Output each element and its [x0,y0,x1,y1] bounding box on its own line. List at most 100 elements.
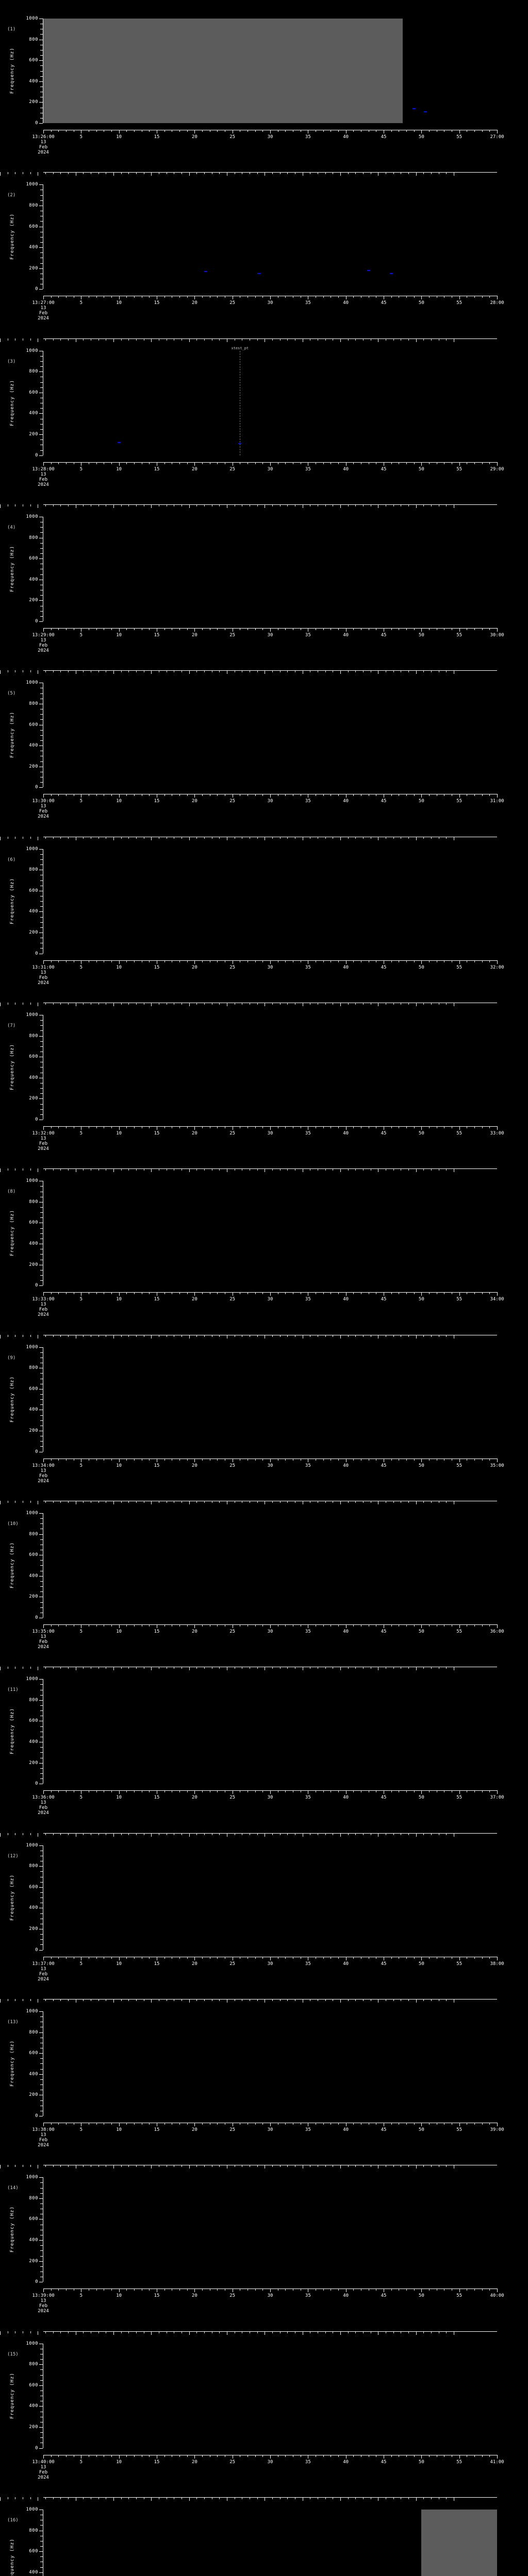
y-axis-tick[interactable] [40,1694,43,1696]
y-axis-tick-label[interactable]: 400 [29,2569,38,2575]
y-axis-tick[interactable] [40,1280,43,1281]
y-axis-tick[interactable] [40,1892,43,1893]
x-axis-tick[interactable] [353,2122,354,2125]
x-axis-tick[interactable] [202,960,203,962]
y-axis-tick[interactable] [40,2375,43,2376]
y-axis-tick-label[interactable]: 1000 [26,16,38,21]
x-axis-date-line[interactable]: 13 [40,1302,46,1308]
y-axis-tick[interactable] [40,2432,43,2433]
y-axis-tick[interactable] [40,1399,43,1400]
x-axis-tick[interactable] [43,628,44,632]
x-axis-tick-label[interactable]: 5 [79,300,83,306]
y-axis-tick[interactable] [40,917,43,918]
x-axis-tick[interactable] [187,1292,188,1295]
x-axis-tick[interactable] [353,130,354,132]
panel[interactable]: (4) Frequency (Hz) 0 200 400 600 800 1000 13:29:… [0,498,528,664]
y-axis-tick[interactable] [40,1882,43,1883]
x-axis-tick-label[interactable]: 50 [418,134,424,140]
x-axis-tick-label[interactable]: 5 [79,1961,83,1967]
top-axis-tick[interactable] [30,338,31,341]
x-axis-date-line[interactable]: Feb [39,477,48,482]
top-axis-tick[interactable] [287,172,288,175]
y-axis-tick[interactable] [39,2261,43,2262]
top-axis-tick[interactable] [196,1168,197,1171]
top-axis-tick[interactable] [151,338,152,342]
top-axis-tick[interactable] [348,1334,349,1337]
top-axis-tick[interactable] [355,1500,356,1503]
x-axis-tick[interactable] [270,2122,271,2126]
top-axis-tick[interactable] [45,1168,46,1171]
x-axis-tick-label[interactable]: 45 [381,2293,387,2299]
top-axis-tick[interactable] [325,1998,326,2001]
y-axis-tick[interactable] [40,2250,43,2251]
x-axis-tick-label[interactable]: 20 [191,1795,197,1801]
x-axis-tick[interactable] [119,1956,120,1960]
top-axis-tick[interactable] [272,836,273,839]
y-axis-tick[interactable] [39,123,43,124]
top-axis-tick[interactable] [98,1168,99,1171]
x-axis-tick[interactable] [421,2122,422,2126]
x-axis-tick[interactable] [149,960,150,962]
y-axis-tick[interactable] [40,2437,43,2438]
top-axis-tick[interactable] [53,504,54,506]
top-axis-tick[interactable] [45,670,46,673]
x-axis-tick[interactable] [285,2289,286,2291]
x-axis-tick[interactable] [111,1624,112,1626]
y-axis-tick[interactable] [39,1950,43,1951]
top-axis-tick[interactable] [348,1833,349,1835]
y-axis-tick[interactable] [40,2380,43,2381]
top-axis-tick[interactable] [431,670,432,673]
y-axis-tick[interactable] [40,927,43,928]
x-axis-tick[interactable] [353,628,354,630]
vertical-marker-label[interactable]: xtest_pt [231,346,249,350]
x-axis-tick[interactable] [217,2122,218,2125]
x-axis-date-line[interactable]: 2024 [38,2309,49,2314]
x-axis-tick-label[interactable]: 5 [79,799,83,804]
top-axis-tick[interactable] [68,1168,69,1171]
x-axis-tick[interactable] [323,130,324,132]
top-axis-tick[interactable] [287,1833,288,1835]
x-axis-date-line[interactable]: 2024 [38,1478,49,1484]
x-axis-tick[interactable] [489,628,490,630]
x-axis-tick[interactable] [111,462,112,464]
y-axis-tick[interactable] [40,1581,43,1582]
x-axis-tick[interactable] [119,794,120,798]
x-axis-tick[interactable] [497,1956,498,1960]
x-axis-tick[interactable] [149,1790,150,1793]
top-axis-tick[interactable] [431,1833,432,1835]
top-axis-tick[interactable] [363,504,364,506]
x-axis-start-label[interactable]: 13:31:00 [32,964,55,970]
x-axis-end-label[interactable]: 37:00 [490,1795,504,1801]
x-axis-tick[interactable] [489,2454,490,2457]
x-axis-tick-label[interactable]: 55 [456,134,463,140]
x-axis-tick[interactable] [187,1458,188,1461]
y-axis-tick[interactable] [40,1254,43,1255]
top-axis-tick[interactable] [189,670,190,674]
x-axis-tick[interactable] [270,1292,271,1296]
x-axis-tick-label[interactable]: 45 [381,632,387,638]
top-axis-tick[interactable] [0,2331,1,2335]
top-axis-tick[interactable] [355,2331,356,2333]
x-axis-end-label[interactable]: 38:00 [490,1961,504,1967]
x-axis-tick-label[interactable]: 10 [116,1297,122,1302]
top-axis-tick[interactable] [68,1833,69,1835]
y-axis-tick[interactable] [40,429,43,430]
x-axis-tick[interactable] [497,794,498,798]
y-axis-tick[interactable] [40,382,43,383]
top-axis-tick[interactable] [257,1998,258,2001]
top-axis-tick[interactable] [30,1334,31,1337]
y-axis-tick[interactable] [40,1441,43,1442]
x-axis-tick[interactable] [323,960,324,962]
y-axis-tick[interactable] [40,1114,43,1115]
x-axis-tick-label[interactable]: 40 [343,1961,349,1967]
x-axis-tick-label[interactable]: 40 [343,2459,349,2465]
top-axis-tick[interactable] [363,1168,364,1171]
x-axis-tick[interactable] [391,1292,392,1295]
top-axis-tick[interactable] [128,338,129,341]
y-axis-tick-label[interactable]: 400 [29,78,38,84]
x-axis-tick[interactable] [164,296,165,298]
top-axis-tick[interactable] [416,338,417,342]
top-axis-tick[interactable] [0,1833,1,1837]
top-axis-tick[interactable] [83,338,84,341]
